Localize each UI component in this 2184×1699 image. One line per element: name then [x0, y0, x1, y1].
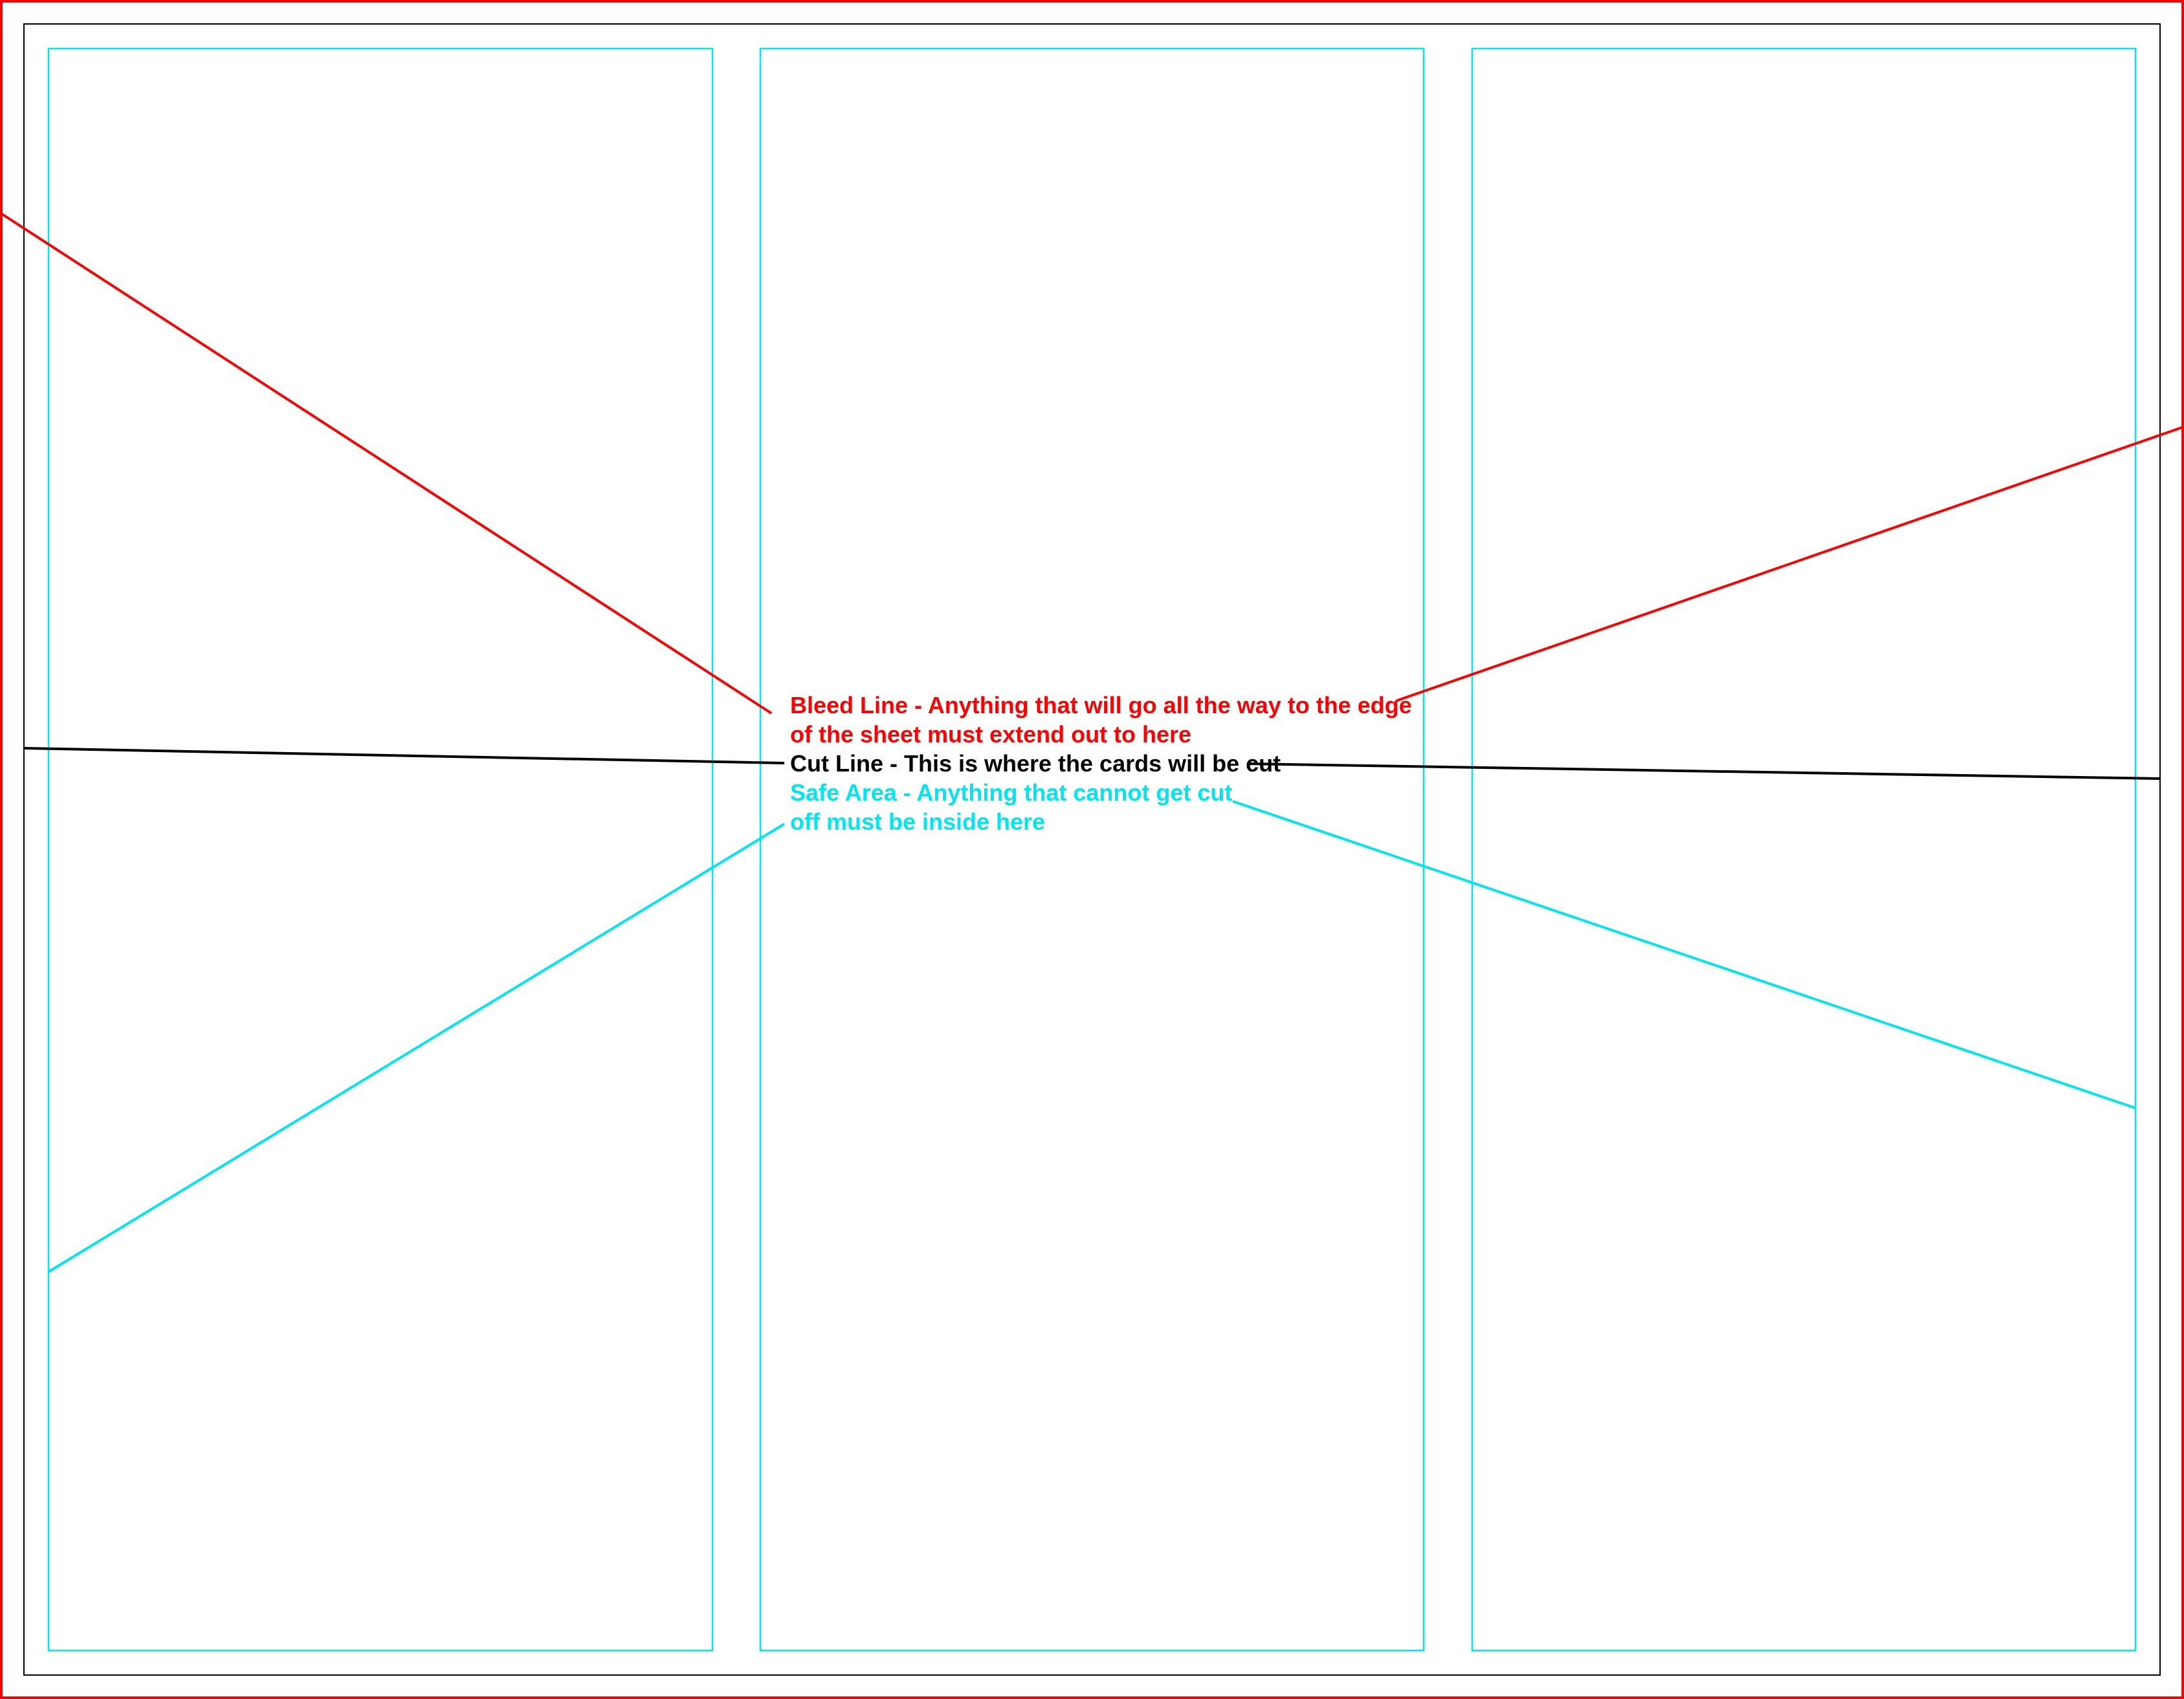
safe-annotation-line-1: Safe Area - Anything that cannot get cut	[790, 779, 1232, 806]
safe-area-panels	[47, 47, 2137, 1652]
safe-pointer-right	[1232, 800, 2136, 1109]
safe-pointer-left	[47, 823, 786, 1273]
safe-area-panel-center	[759, 47, 1425, 1652]
cut-pointer-right	[1247, 762, 2161, 780]
bleed-pointer-right	[1395, 426, 2183, 702]
cut-border	[23, 23, 2161, 1676]
bleed-annotation-line-1: Bleed Line - Anything that will go all t…	[790, 692, 1412, 718]
safe-area-panel-right	[1471, 47, 2137, 1652]
bleed-pointer-lines	[0, 212, 2183, 715]
safe-annotation-line-2: off must be inside here	[790, 808, 1045, 835]
cut-pointer-lines	[23, 747, 2161, 780]
bleed-pointer-left	[0, 212, 773, 715]
safe-pointer-lines	[47, 800, 2136, 1273]
bleed-annotation-line-2: of the sheet must extend out to here	[790, 721, 1191, 748]
cut-pointer-left	[23, 747, 785, 764]
annotations: Bleed Line - Anything that will go all t…	[790, 692, 1412, 835]
cut-annotation-line-1: Cut Line - This is where the cards will …	[790, 750, 1281, 777]
safe-area-panel-left	[47, 47, 714, 1652]
